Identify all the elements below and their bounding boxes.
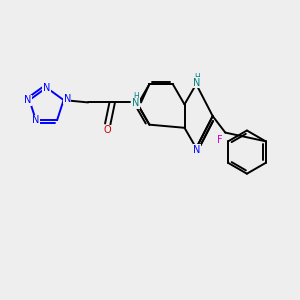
Text: N: N <box>24 95 32 105</box>
Text: H: H <box>134 92 140 101</box>
Text: N: N <box>64 94 71 103</box>
Text: N: N <box>194 145 201 154</box>
Text: F: F <box>217 135 223 145</box>
Text: N: N <box>32 115 40 125</box>
Text: N: N <box>132 98 139 108</box>
Text: N: N <box>43 82 50 93</box>
Text: H: H <box>194 73 200 82</box>
Text: O: O <box>103 125 111 135</box>
Text: N: N <box>194 78 201 88</box>
